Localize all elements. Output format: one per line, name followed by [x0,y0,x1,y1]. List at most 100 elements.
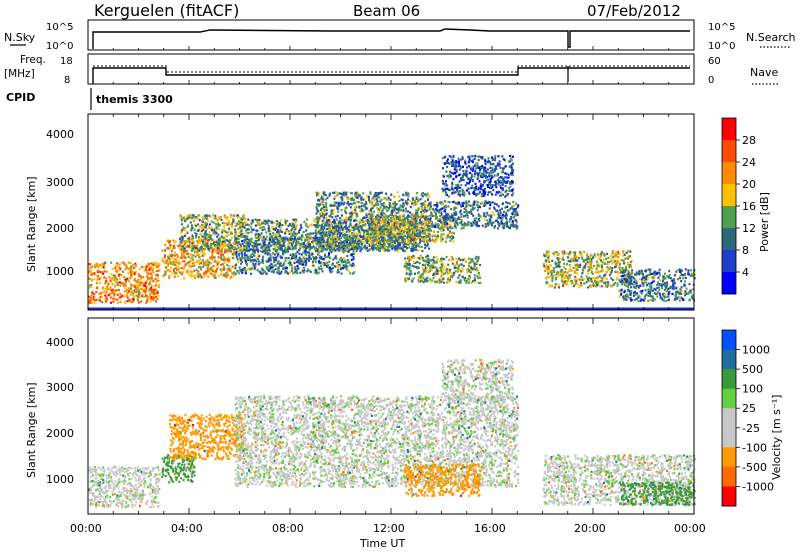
data-cell-6 [376,239,379,242]
data-cell-4 [243,241,246,244]
data-cell-0 [152,289,155,292]
data-cell-5 [398,233,401,236]
data-cell-1 [197,275,200,278]
data-cell-6 [374,236,377,239]
data-cell-5 [322,195,325,198]
data-cell-4 [390,237,393,240]
data-cell-5 [340,226,343,229]
data-cell-1 [204,263,207,266]
data-cell-1 [217,256,220,259]
data-cell-5 [323,217,326,220]
data-cell-2 [226,230,229,233]
data-cell-0 [157,266,160,269]
data-cell-6 [424,221,427,224]
data-cell-1 [213,260,216,263]
data-cell-2 [237,227,240,230]
data-cell-7 [477,256,480,259]
data-cell-1 [226,250,229,253]
data-cell-0 [117,274,120,277]
data-cell-5 [317,238,320,241]
data-cell-6 [416,234,419,237]
data-cell-5 [398,207,401,210]
data-cell-4 [245,229,248,232]
data-cell-1 [168,275,171,278]
data-cell-5 [357,224,360,227]
data-cell-5 [349,222,352,225]
data-cell-5 [419,228,422,231]
data-cell-0 [115,289,118,292]
data-cell-5 [355,191,358,194]
data-cell-5 [379,248,381,252]
data-cell-3 [280,270,283,273]
data-cell-5 [322,191,325,194]
data-cell-3 [294,238,297,241]
data-cell-3 [324,254,327,257]
data-cell-0 [109,293,111,297]
data-cell-1 [171,253,174,256]
data-cell-0 [155,270,158,273]
data-cell-2 [191,214,194,217]
data-cell-7 [465,281,468,285]
data-cell-2 [206,242,209,245]
data-cell-1 [197,266,200,269]
data-cell-7 [443,281,446,284]
data-cell-2 [211,248,214,251]
data-cell-3 [329,269,332,272]
data-cell-5 [320,249,323,252]
data-cell-3 [276,252,279,255]
data-cell-5 [375,197,378,200]
data-cell-0 [109,296,112,299]
data-cell-7 [446,280,449,283]
data-cell-5 [364,198,366,201]
data-cell-4 [244,235,247,238]
data-cell-4 [254,249,257,252]
data-cell-0 [154,281,157,284]
data-cell-5 [401,204,404,207]
data-cell-7 [404,280,407,283]
data-cell-4 [370,248,372,251]
data-cell-3 [238,269,241,272]
data-cell-1 [181,260,184,263]
data-cell-2 [229,213,232,217]
data-cell-6 [383,233,386,236]
data-cell-5 [380,199,383,202]
data-cell-7 [459,281,462,284]
data-cell-6 [399,219,402,222]
data-cell-5 [331,226,334,229]
data-cell-2 [197,229,199,233]
data-cell-5 [349,224,352,227]
data-cell-4 [307,241,310,244]
data-cell-4 [288,232,291,236]
data-cell-4 [397,240,400,243]
data-cell-6 [377,215,380,218]
data-cell-4 [323,232,326,236]
data-cell-4 [288,246,290,249]
data-cell-0 [120,281,123,284]
data-cell-5 [328,226,331,230]
data-cell-1 [164,270,167,273]
data-cell-5 [426,244,429,247]
data-cell-6 [389,240,392,243]
data-cell-6 [404,216,407,220]
data-cell-5 [316,221,319,224]
data-cell-3 [308,255,311,258]
data-cell-2 [231,222,234,225]
data-cell-6 [438,227,441,230]
data-cell-5 [344,210,347,213]
data-cell-1 [223,257,226,260]
data-cell-0 [129,300,131,304]
data-cell-4 [268,247,271,250]
data-cell-3 [240,262,242,265]
data-cell-0 [133,266,136,269]
data-cell-3 [312,264,315,267]
data-cell-3 [347,250,350,253]
data-cell-4 [288,247,291,250]
data-cell-6 [423,220,426,223]
data-cell-0 [112,292,115,295]
data-cell-5 [393,247,396,250]
data-cell-2 [193,228,196,231]
data-cell-5 [419,219,421,222]
data-cell-1 [174,272,177,275]
data-cell-5 [339,203,342,207]
data-cell-0 [103,266,106,269]
